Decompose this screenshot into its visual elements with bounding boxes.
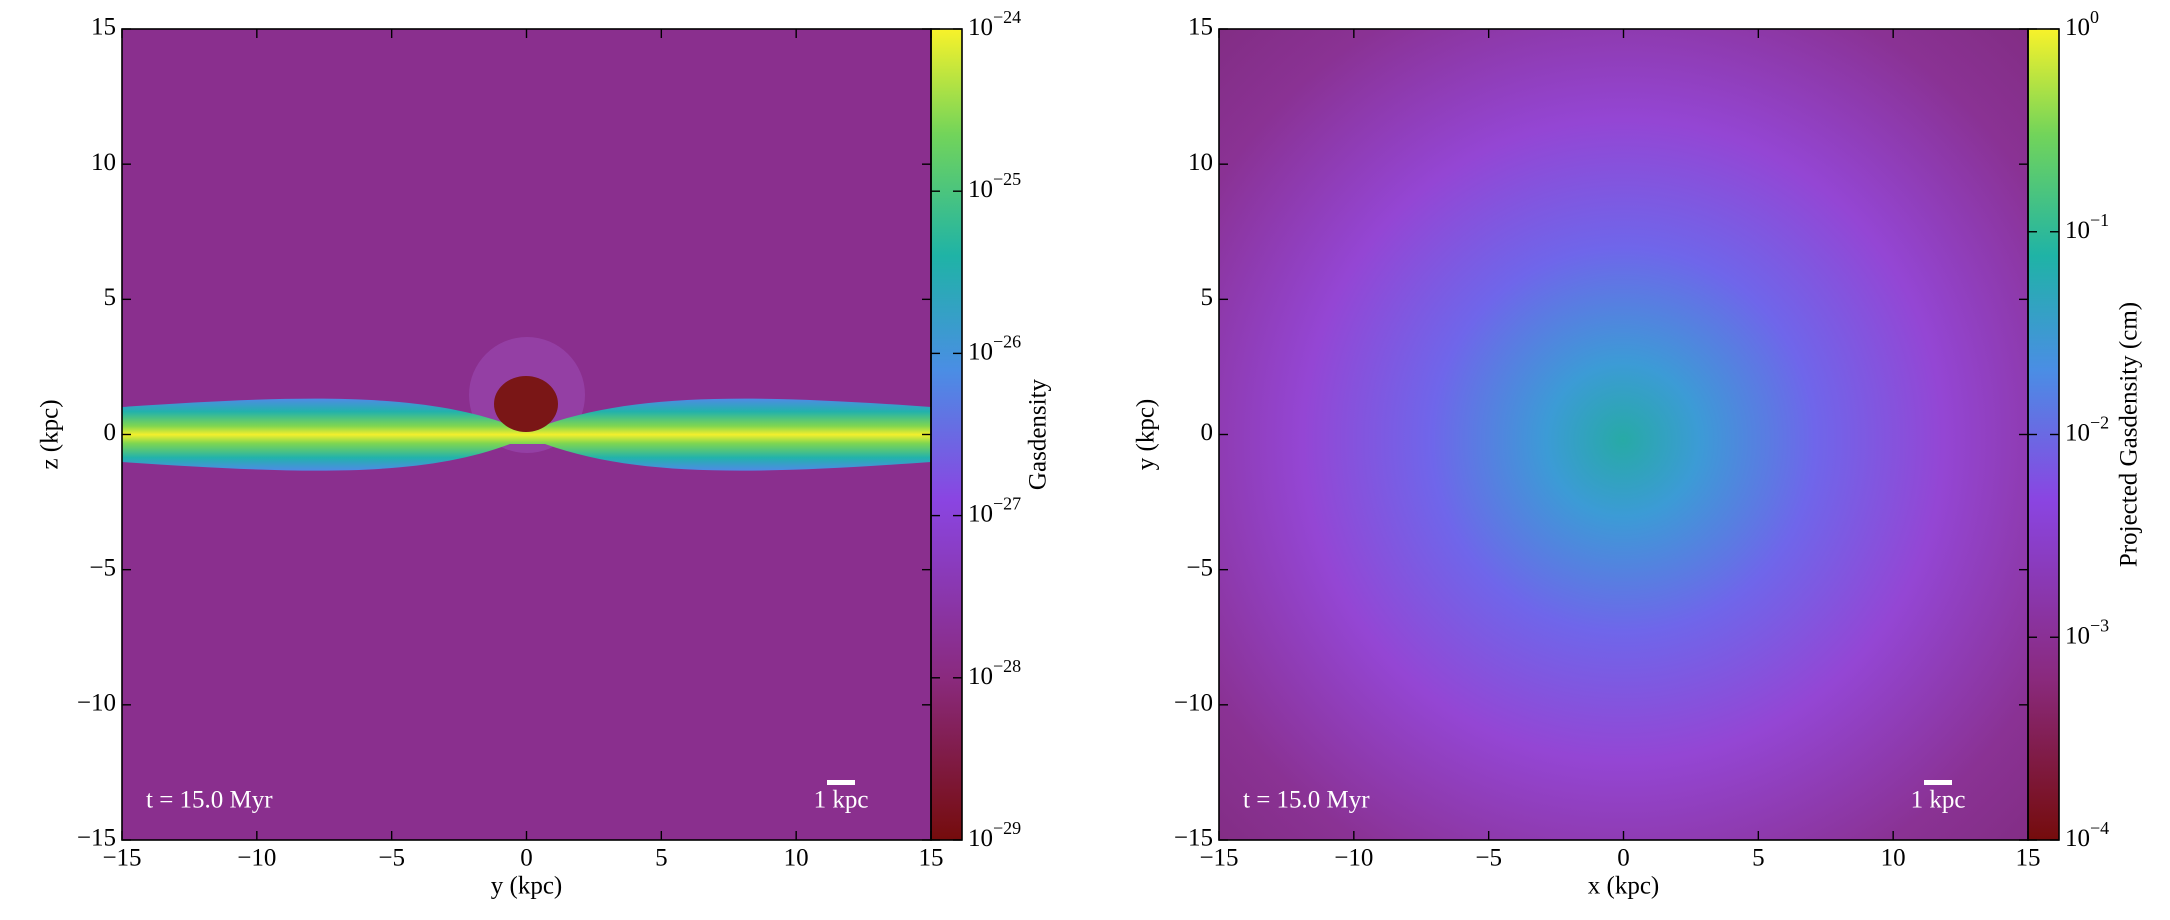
x-axis-label: x (kpc) [1588, 873, 1660, 900]
scale-bar-label: 1 kpc [1911, 787, 1966, 814]
y-tick-label: −5 [89, 554, 116, 581]
y-tick-label: 10 [1188, 149, 1213, 176]
colorbar-tick-label: 10−28 [968, 656, 1021, 690]
colorbar-tick-label: 10−29 [968, 818, 1021, 852]
y-tick-label: 15 [1188, 14, 1213, 41]
colorbar-frame [930, 28, 963, 841]
x-tick-label: 15 [919, 845, 944, 872]
x-tick-label: 10 [784, 845, 809, 872]
tick-exponent: −27 [993, 494, 1021, 514]
tick-base: 10 [2065, 216, 2090, 243]
colorbar-tick-label: 10−26 [968, 332, 1021, 366]
y-tick-label: −10 [77, 690, 116, 717]
colorbar-tick-label: 10−24 [968, 7, 1021, 41]
tick-base: 10 [2065, 622, 2090, 649]
colorbar-label: Gasdensity [1025, 378, 1052, 490]
tick-exponent: −2 [2090, 413, 2109, 433]
tick-base: 10 [968, 14, 993, 41]
y-tick-label: −10 [1174, 690, 1213, 717]
tick-exponent: −28 [993, 656, 1021, 676]
x-axis-label: y (kpc) [491, 873, 563, 900]
x-tick-label: 10 [1881, 845, 1906, 872]
colorbar-tick-label: 10−3 [2065, 615, 2109, 649]
y-axis-label: z (kpc) [37, 399, 64, 469]
y-tick-label: 0 [1201, 419, 1214, 446]
projection-image [1219, 29, 2028, 840]
x-tick-label: −15 [1199, 845, 1238, 872]
x-tick-label: 5 [655, 845, 668, 872]
x-tick-label: −5 [378, 845, 405, 872]
tick-exponent: −1 [2090, 210, 2109, 230]
time-annotation: t = 15.0 Myr [146, 787, 273, 814]
y-tick-label: −15 [77, 825, 116, 852]
tick-base: 10 [968, 500, 993, 527]
y-tick-label: 0 [104, 419, 117, 446]
x-tick-label: −10 [237, 845, 276, 872]
colorbar [931, 29, 962, 840]
tick-exponent: −26 [993, 332, 1021, 352]
tick-exponent: −24 [993, 7, 1021, 27]
x-tick-label: −5 [1475, 845, 1502, 872]
tick-base: 10 [968, 825, 993, 852]
x-tick-label: 5 [1752, 845, 1765, 872]
tick-base: 10 [968, 176, 993, 203]
y-tick-label: 15 [91, 14, 116, 41]
colorbar-tick-label: 10−25 [968, 169, 1021, 203]
y-tick-label: 5 [104, 284, 117, 311]
tick-base: 10 [2065, 14, 2090, 41]
scale-bar-label: 1 kpc [814, 787, 869, 814]
y-tick-label: 5 [1201, 284, 1214, 311]
y-tick-label: −15 [1174, 825, 1213, 852]
scale-bar [827, 780, 855, 785]
y-tick-label: 10 [91, 149, 116, 176]
y-tick-label: −5 [1186, 554, 1213, 581]
y-axis-label: y (kpc) [1133, 399, 1160, 471]
tick-exponent: −25 [993, 169, 1021, 189]
x-tick-label: 15 [2016, 845, 2041, 872]
tick-base: 10 [2065, 825, 2090, 852]
time-annotation: t = 15.0 Myr [1243, 787, 1370, 814]
colorbar-tick-label: 10−2 [2065, 413, 2109, 447]
tick-exponent: 0 [2090, 7, 2099, 27]
colorbar-label: Projected Gasdensity (cm) [2116, 302, 2143, 567]
slice-image [122, 29, 931, 840]
colorbar-tick-label: 10−4 [2065, 818, 2109, 852]
x-tick-label: 0 [520, 845, 533, 872]
x-tick-label: −15 [102, 845, 141, 872]
tick-exponent: −4 [2090, 818, 2109, 838]
colorbar-tick-label: 100 [2065, 7, 2099, 41]
colorbar-tick-label: 10−27 [968, 494, 1021, 528]
x-tick-label: 0 [1617, 845, 1630, 872]
scale-bar [1924, 780, 1952, 785]
tick-exponent: −3 [2090, 615, 2109, 635]
tick-base: 10 [2065, 419, 2090, 446]
tick-base: 10 [968, 663, 993, 690]
x-tick-label: −10 [1334, 845, 1373, 872]
tick-base: 10 [968, 338, 993, 365]
tick-exponent: −29 [993, 818, 1021, 838]
colorbar-tick-label: 10−1 [2065, 210, 2109, 244]
